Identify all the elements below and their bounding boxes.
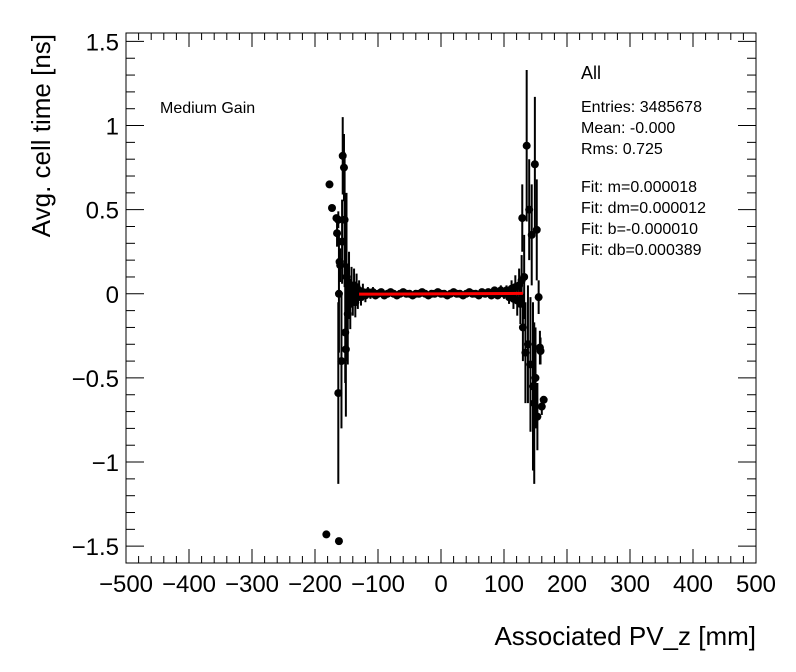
data-point bbox=[322, 530, 331, 539]
stats-rms: Rms: 0.725 bbox=[581, 141, 663, 158]
x-axis-title: Associated PV_z [mm] bbox=[494, 621, 756, 651]
marker bbox=[536, 347, 545, 355]
marker bbox=[534, 293, 543, 302]
marker bbox=[334, 289, 343, 298]
marker bbox=[533, 412, 542, 421]
data-point bbox=[328, 203, 337, 212]
stats-title: All bbox=[581, 63, 601, 83]
data-point bbox=[533, 382, 542, 451]
y-tick-labels: −1.5 −1 −0.5 0 0.5 1 1.5 bbox=[72, 29, 119, 561]
y-tick-label: 1.5 bbox=[86, 29, 119, 56]
data-point bbox=[522, 70, 531, 222]
marker bbox=[527, 230, 536, 239]
marker bbox=[337, 357, 346, 366]
y-tick-label: −0.5 bbox=[72, 366, 119, 393]
marker bbox=[322, 530, 331, 539]
x-tick-label: −300 bbox=[225, 571, 279, 598]
marker bbox=[522, 141, 531, 150]
data-point bbox=[536, 337, 545, 365]
data-point bbox=[539, 395, 548, 404]
marker bbox=[334, 389, 343, 398]
fit-line bbox=[359, 291, 523, 296]
data-point bbox=[334, 537, 343, 546]
marker bbox=[518, 214, 527, 223]
marker bbox=[532, 225, 541, 234]
x-tick-label: 0 bbox=[434, 571, 447, 598]
data-point bbox=[527, 184, 536, 286]
marker bbox=[338, 237, 347, 246]
marker bbox=[520, 272, 529, 281]
y-axis-title: Avg. cell time [ns] bbox=[26, 34, 56, 237]
marker bbox=[537, 402, 546, 411]
data-point bbox=[530, 96, 539, 232]
stats-fit-db: Fit: db=0.000389 bbox=[581, 242, 702, 259]
marker bbox=[539, 395, 548, 404]
data-point bbox=[520, 234, 529, 320]
stats-fit-dm: Fit: dm=0.000012 bbox=[581, 200, 706, 217]
x-tick-label: 300 bbox=[610, 571, 650, 598]
data-points bbox=[322, 70, 548, 546]
marker bbox=[325, 180, 334, 189]
data-point bbox=[337, 293, 346, 429]
data-point bbox=[325, 180, 334, 189]
y-tick-label: 0.5 bbox=[86, 198, 119, 225]
y-tick-label: 0 bbox=[106, 282, 119, 309]
y-tick-label: −1 bbox=[92, 450, 119, 477]
x-tick-label: −500 bbox=[99, 571, 153, 598]
y-tick-label: 1 bbox=[106, 114, 119, 141]
y-tick-label: −1.5 bbox=[72, 534, 119, 561]
marker bbox=[531, 373, 540, 382]
data-point bbox=[531, 327, 540, 429]
data-point bbox=[532, 179, 541, 281]
marker bbox=[334, 537, 343, 546]
stats-box: All Entries: 3485678 Mean: -0.000 Rms: 0… bbox=[581, 63, 706, 259]
stats-fit-m: Fit: m=0.000018 bbox=[581, 179, 697, 196]
axis-ticks bbox=[125, 33, 757, 564]
data-point bbox=[338, 199, 347, 284]
data-point bbox=[334, 234, 343, 353]
x-tick-label: 200 bbox=[547, 571, 587, 598]
x-tick-label: 500 bbox=[736, 571, 776, 598]
stats-fit-b: Fit: b=-0.000010 bbox=[581, 221, 698, 238]
stats-mean: Mean: -0.000 bbox=[581, 120, 675, 137]
x-tick-label: 100 bbox=[484, 571, 524, 598]
data-point bbox=[534, 280, 543, 314]
x-tick-label: −100 bbox=[351, 571, 405, 598]
marker bbox=[530, 160, 539, 169]
x-tick-label: 400 bbox=[673, 571, 713, 598]
x-tick-label: −200 bbox=[288, 571, 342, 598]
gain-annotation: Medium Gain bbox=[160, 100, 255, 117]
stats-entries: Entries: 3485678 bbox=[581, 99, 702, 116]
x-tick-label: −400 bbox=[162, 571, 216, 598]
marker bbox=[328, 203, 337, 212]
data-point bbox=[518, 184, 527, 252]
fit-line-group bbox=[359, 291, 523, 296]
x-tick-labels: −500 −400 −300 −200 −100 0 100 200 300 400 500 bbox=[99, 571, 776, 598]
